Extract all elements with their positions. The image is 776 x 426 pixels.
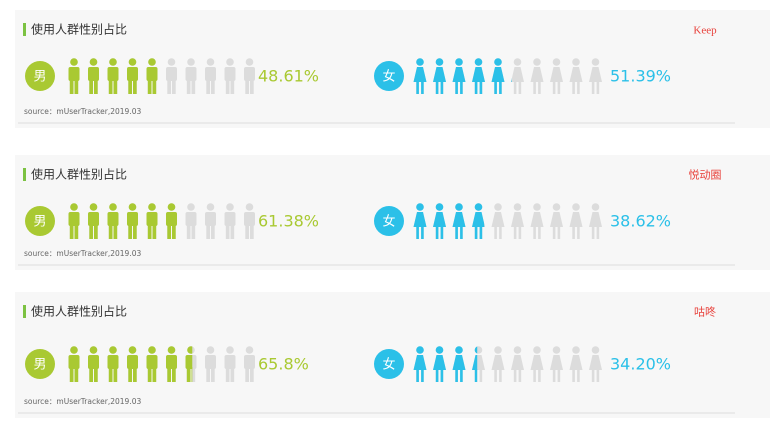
percent-label: 34.20%	[610, 355, 671, 374]
panel-title: 使用人群性别占比	[31, 167, 127, 182]
gender-badge	[25, 206, 55, 236]
gender-badge	[25, 349, 55, 379]
gender-label: 女	[382, 357, 395, 373]
gender-badge	[374, 206, 404, 236]
gender-label: 男	[33, 215, 46, 230]
gender-badge	[374, 61, 404, 91]
percent-label: 61.38%	[258, 212, 319, 231]
percent-label: 48.61%	[258, 67, 319, 86]
title-marker	[23, 23, 26, 36]
gender-label: 男	[33, 358, 46, 373]
panel: 使用人群性别占比 悦动圈 source：mUserTracker,2019.03 男 6…	[15, 155, 770, 270]
percent-label: 65.8%	[258, 355, 309, 374]
gender-badge	[25, 61, 55, 91]
percent-label: 51.39%	[610, 67, 671, 86]
source: source：mUserTracker,2019.03	[24, 107, 141, 116]
percent-label: 38.62%	[610, 212, 671, 231]
panel: 使用人群性别占比 Keep source：mUserTracker,2019.03 男…	[15, 10, 770, 128]
gender-badge	[374, 349, 404, 379]
title-marker	[23, 168, 26, 181]
panel-title: 使用人群性别占比	[31, 304, 127, 319]
gender-label: 男	[33, 70, 46, 85]
app-name: 悦动圈	[689, 168, 722, 182]
source: source：mUserTracker,2019.03	[24, 397, 141, 406]
title-marker	[23, 305, 26, 318]
gender-label: 女	[382, 214, 395, 230]
panel: 使用人群性别占比 咕咚 source：mUserTracker,2019.03 男 65…	[15, 292, 770, 418]
app-name: Keep	[693, 25, 717, 37]
panel-title: 使用人群性别占比	[31, 22, 127, 37]
source: source：mUserTracker,2019.03	[24, 249, 141, 258]
app-name: 咕咚	[694, 305, 716, 319]
gender-label: 女	[382, 69, 395, 85]
